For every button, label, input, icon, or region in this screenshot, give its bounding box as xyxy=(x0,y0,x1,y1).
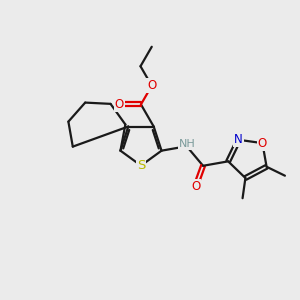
Text: O: O xyxy=(147,79,156,92)
Text: O: O xyxy=(191,180,200,193)
Text: S: S xyxy=(137,159,145,172)
Text: O: O xyxy=(115,98,124,111)
Text: O: O xyxy=(258,136,267,150)
Text: N: N xyxy=(234,133,243,146)
Text: NH: NH xyxy=(179,139,196,149)
